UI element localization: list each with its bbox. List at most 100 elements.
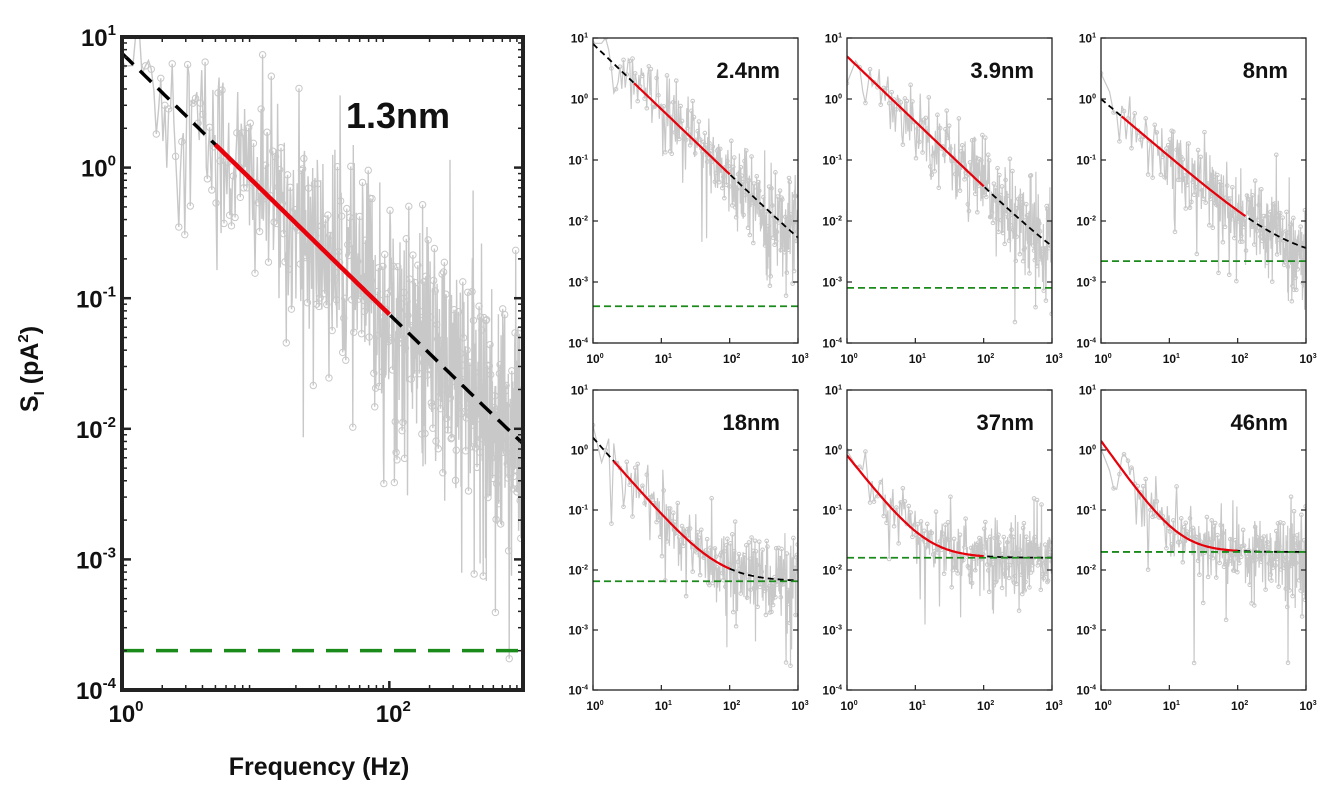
- data-point: [717, 146, 723, 152]
- data-point: [710, 144, 716, 149]
- y-tick-label: 10-3: [822, 276, 842, 290]
- data-point: [1200, 600, 1206, 606]
- data-point: [644, 472, 650, 477]
- data-point: [763, 234, 769, 240]
- data-point: [1226, 272, 1232, 278]
- data-point: [772, 242, 777, 248]
- data-point: [1152, 513, 1158, 519]
- data-point: [267, 72, 276, 80]
- data-point: [181, 230, 189, 239]
- data-point: [894, 505, 899, 510]
- axes-frame: [846, 37, 1053, 344]
- data-point: [1292, 238, 1298, 244]
- data-point: [1281, 262, 1287, 268]
- data-point: [1033, 304, 1038, 310]
- data-point: [1232, 235, 1237, 241]
- x-tick-label: 103: [1299, 352, 1316, 366]
- data-point: [1256, 202, 1262, 208]
- data-point: [996, 532, 1001, 538]
- y-tick-label: 10-1: [568, 154, 588, 168]
- data-point: [418, 201, 427, 209]
- data-point: [1255, 538, 1261, 543]
- data-point: [1217, 179, 1222, 185]
- x-tick-label: 103: [1045, 352, 1062, 366]
- data-point: [644, 105, 650, 111]
- y-tick-label: 100: [1079, 93, 1096, 107]
- data-point: [333, 162, 342, 171]
- data-point: [1215, 172, 1220, 178]
- data-point: [1264, 539, 1270, 545]
- data-point: [1042, 560, 1047, 565]
- data-point: [757, 584, 763, 590]
- data-point: [1183, 520, 1189, 526]
- data-point: [678, 540, 683, 545]
- data-point: [1125, 458, 1131, 464]
- data-point: [962, 177, 967, 182]
- data-point: [243, 184, 251, 192]
- y-axis-label-sub: I: [31, 391, 48, 395]
- data-point: [175, 223, 183, 231]
- axes-frame: [592, 37, 799, 344]
- data-point: [1300, 280, 1306, 286]
- data-point: [456, 376, 464, 384]
- data-point: [926, 95, 932, 100]
- data-point: [751, 181, 757, 186]
- data-point: [635, 98, 640, 104]
- data-point: [621, 504, 626, 510]
- data-point: [740, 180, 745, 185]
- data-point: [902, 499, 908, 504]
- data-point: [309, 381, 318, 390]
- data-point: [427, 399, 436, 407]
- data-point: [448, 434, 456, 442]
- data-point: [1298, 588, 1303, 593]
- data-point: [448, 357, 457, 366]
- data-point: [1167, 529, 1173, 534]
- data-point: [984, 187, 990, 192]
- data-point: [1237, 239, 1243, 244]
- data-point: [1274, 556, 1280, 562]
- data-point: [679, 523, 685, 529]
- data-point: [955, 571, 960, 576]
- data-point: [720, 570, 725, 576]
- data-point: [1237, 560, 1242, 566]
- data-point: [386, 206, 394, 215]
- x-tick-label: 101: [655, 699, 672, 713]
- data-point: [791, 268, 797, 274]
- data-point: [1010, 550, 1015, 555]
- data-point: [445, 389, 453, 398]
- data-point: [676, 535, 682, 540]
- data-point: [770, 235, 776, 240]
- data-point: [1294, 533, 1300, 538]
- data-point: [998, 559, 1004, 564]
- data-point: [498, 396, 506, 404]
- data-point: [708, 148, 713, 154]
- data-point: [1174, 484, 1179, 489]
- data-point: [1220, 239, 1226, 245]
- data-point: [470, 570, 478, 578]
- data-point: [1008, 533, 1014, 539]
- data-point: [656, 92, 661, 98]
- data-point: [1291, 215, 1296, 221]
- data-point: [1028, 570, 1034, 575]
- data-point: [257, 105, 265, 113]
- data-point: [667, 506, 673, 511]
- data-point: [1251, 603, 1257, 608]
- data-point: [1026, 237, 1031, 243]
- data-point: [436, 404, 445, 413]
- data-point: [683, 593, 689, 599]
- data-point: [787, 620, 793, 626]
- data-point: [713, 554, 719, 559]
- x-tick-label: 100: [586, 699, 603, 713]
- data-point: [382, 322, 391, 330]
- data-point: [1287, 588, 1292, 593]
- data-point: [401, 344, 410, 352]
- y-tick-label: 10-1: [1076, 154, 1096, 168]
- data-point: [964, 173, 970, 179]
- data-point: [783, 569, 788, 575]
- plot-area: [593, 422, 798, 669]
- data-point: [1184, 182, 1190, 188]
- data-point: [1177, 177, 1183, 182]
- measured-data-series: [847, 59, 1052, 323]
